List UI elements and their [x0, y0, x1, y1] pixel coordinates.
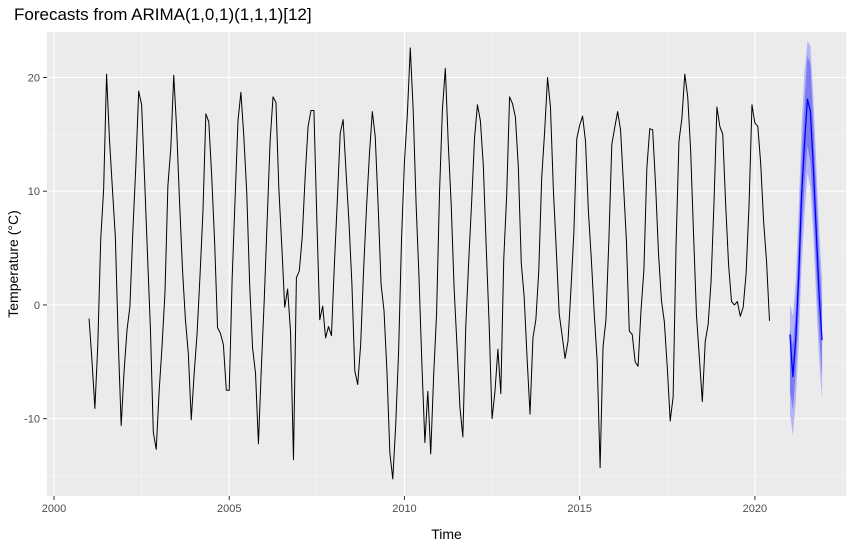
chart-title: Forecasts from ARIMA(1,0,1)(1,1,1)[12]	[14, 5, 312, 24]
x-tick-label: 2015	[567, 503, 591, 515]
y-tick-label: 10	[28, 186, 40, 198]
y-tick-label: 20	[28, 72, 40, 84]
x-tick-label: 2020	[743, 503, 767, 515]
y-axis-title: Temperature (°C)	[5, 210, 21, 318]
x-tick-label: 2010	[392, 503, 416, 515]
major-gridlines	[47, 32, 846, 496]
y-tick-label: -10	[24, 414, 40, 426]
series-line	[88, 47, 770, 480]
forecast-band-80	[789, 55, 823, 410]
minor-gridlines	[47, 32, 846, 496]
series-layer	[88, 47, 770, 480]
forecast-layer	[789, 41, 823, 436]
forecast-mean-line	[789, 98, 823, 378]
x-tick-label: 2005	[217, 503, 241, 515]
x-tick-label: 2000	[42, 503, 66, 515]
axes-layer: 2000 2005 2010 2015 2020 -10 0 10 20	[24, 72, 767, 515]
y-tick-label: 0	[34, 300, 40, 312]
x-axis-title: Time	[431, 526, 462, 542]
